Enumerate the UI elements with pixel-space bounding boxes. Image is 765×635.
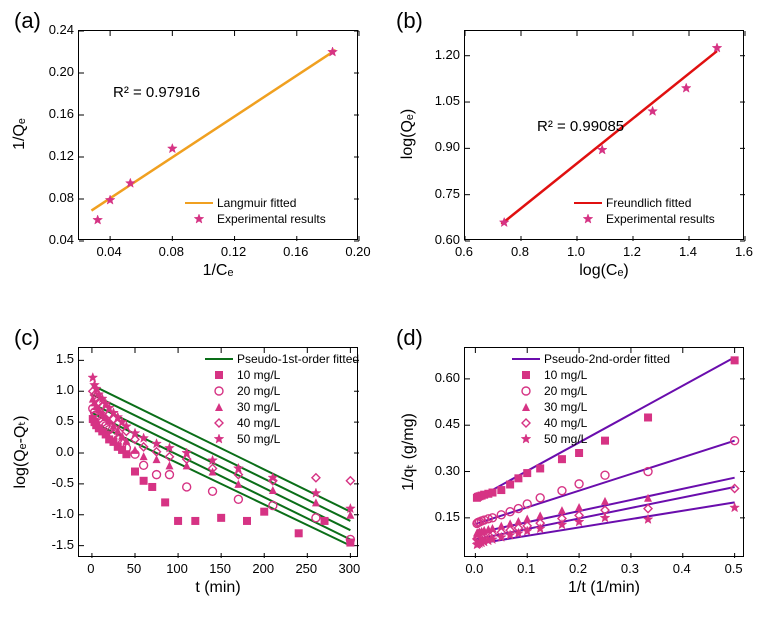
legend-label: Experimental results — [606, 212, 715, 226]
legend-item: 30 mg/L — [205, 399, 359, 415]
legend-item: Experimental results — [185, 211, 326, 227]
legend-item: Freundlich fitted — [574, 195, 715, 211]
xtick-label: 1.4 — [668, 244, 708, 259]
panel-d-label: (d) — [396, 325, 423, 351]
xtick-label: 0.20 — [338, 244, 378, 259]
ytick-label: 0.5 — [30, 413, 74, 428]
xtick-label: 50 — [114, 561, 154, 576]
xtick-label: 0.2 — [558, 561, 598, 576]
legend-label: 20 mg/L — [237, 384, 280, 398]
legend-item: 30 mg/L — [512, 399, 670, 415]
ytick-label: 0.24 — [30, 22, 74, 37]
xtick-label: 0.4 — [662, 561, 702, 576]
ytick-label: 0.60 — [416, 370, 460, 385]
xtick-label: 0.5 — [714, 561, 754, 576]
ytick-label: 0.16 — [30, 106, 74, 121]
legend-item: Langmuir fitted — [185, 195, 326, 211]
panel-d-ylabel: 1/qₜ (g/mg) — [398, 362, 418, 542]
legend-label: 30 mg/L — [544, 400, 587, 414]
panel-b-legend: Freundlich fitted Experimental results — [574, 195, 715, 227]
panel-a-legend: Langmuir fitted Experimental results — [185, 195, 326, 227]
ytick-label: 0.20 — [30, 64, 74, 79]
legend-item: 20 mg/L — [205, 383, 359, 399]
legend-label: 30 mg/L — [237, 400, 280, 414]
ytick-label: 0.30 — [416, 463, 460, 478]
xtick-label: 0 — [71, 561, 111, 576]
legend-item: 40 mg/L — [205, 415, 359, 431]
legend-label: 40 mg/L — [237, 416, 280, 430]
panel-a: (a) R² = 0.97916 1/Cₑ 1/Qₑ Langmuir fitt… — [0, 0, 382, 317]
panel-b-label: (b) — [396, 8, 423, 34]
ytick-label: -1.0 — [30, 506, 74, 521]
legend-label: 20 mg/L — [544, 384, 587, 398]
legend-label: 40 mg/L — [544, 416, 587, 430]
ytick-label: -1.5 — [30, 537, 74, 552]
legend-item: 10 mg/L — [205, 367, 359, 383]
legend-item: 50 mg/L — [205, 431, 359, 447]
legend-label: 50 mg/L — [237, 432, 280, 446]
xtick-label: 0.1 — [506, 561, 546, 576]
xtick-label: 1.0 — [556, 244, 596, 259]
panel-d: (d) 1/t (1/min) 1/qₜ (g/mg) Pseudo-2nd-o… — [382, 317, 764, 634]
ytick-label: 1.05 — [416, 93, 460, 108]
legend-label: Experimental results — [217, 212, 326, 226]
panel-c-xlabel: t (min) — [78, 579, 358, 597]
ytick-label: 0.12 — [30, 148, 74, 163]
xtick-label: 150 — [200, 561, 240, 576]
panel-a-xlabel: 1/Cₑ — [78, 262, 358, 280]
panel-c-label: (c) — [14, 325, 40, 351]
xtick-label: 0.08 — [151, 244, 191, 259]
legend-item: 10 mg/L — [512, 367, 670, 383]
legend-label: 50 mg/L — [544, 432, 587, 446]
xtick-label: 0.04 — [89, 244, 129, 259]
xtick-label: 0.16 — [276, 244, 316, 259]
panel-b-xlabel: log(Cₑ) — [464, 262, 744, 280]
legend-title: Pseudo-1st-order fitted — [205, 351, 359, 367]
panel-c: (c) t (min) log(Qₑ-Qₜ) Pseudo-1st-order … — [0, 317, 382, 634]
xtick-label: 0.12 — [214, 244, 254, 259]
xtick-label: 100 — [157, 561, 197, 576]
xtick-label: 0.3 — [610, 561, 650, 576]
panel-a-annotation: R² = 0.97916 — [113, 84, 200, 101]
xtick-label: 300 — [329, 561, 369, 576]
ytick-label: 0.0 — [30, 444, 74, 459]
ytick-label: 0.15 — [416, 509, 460, 524]
panel-b-annotation: R² = 0.99085 — [537, 118, 624, 135]
xtick-label: 1.2 — [612, 244, 652, 259]
xtick-label: 0.0 — [454, 561, 494, 576]
ytick-label: 0.90 — [416, 139, 460, 154]
xtick-label: 250 — [286, 561, 326, 576]
ytick-label: 0.04 — [30, 232, 74, 247]
panel-c-legend: Pseudo-1st-order fitted10 mg/L 20 mg/L 30 … — [205, 351, 359, 447]
panel-d-xlabel: 1/t (1/min) — [464, 579, 744, 597]
panel-b: (b) R² = 0.99085 log(Cₑ) log(Qₑ) Freundl… — [382, 0, 764, 317]
ytick-label: 0.60 — [416, 232, 460, 247]
xtick-label: 1.6 — [724, 244, 764, 259]
ytick-label: 1.20 — [416, 47, 460, 62]
legend-item: 20 mg/L — [512, 383, 670, 399]
legend-title: Pseudo-2nd-order fitted — [512, 351, 670, 367]
panel-b-ylabel: log(Qₑ) — [399, 44, 417, 224]
panel-d-legend: Pseudo-2nd-order fitted10 mg/L 20 mg/L 30 … — [512, 351, 670, 447]
ytick-label: 1.0 — [30, 382, 74, 397]
legend-label: 10 mg/L — [544, 368, 587, 382]
legend-label: Langmuir fitted — [217, 196, 296, 210]
legend-label: Freundlich fitted — [606, 196, 691, 210]
ytick-label: 1.5 — [30, 351, 74, 366]
ytick-label: 0.45 — [416, 416, 460, 431]
ytick-label: 0.08 — [30, 190, 74, 205]
panel-a-ylabel: 1/Qₑ — [11, 44, 29, 224]
xtick-label: 200 — [243, 561, 283, 576]
legend-item: 40 mg/L — [512, 415, 670, 431]
ytick-label: 0.75 — [416, 186, 460, 201]
xtick-label: 0.8 — [500, 244, 540, 259]
legend-label: 10 mg/L — [237, 368, 280, 382]
legend-item: 50 mg/L — [512, 431, 670, 447]
panel-c-ylabel: log(Qₑ-Qₜ) — [10, 362, 30, 542]
legend-item: Experimental results — [574, 211, 715, 227]
ytick-label: -0.5 — [30, 475, 74, 490]
